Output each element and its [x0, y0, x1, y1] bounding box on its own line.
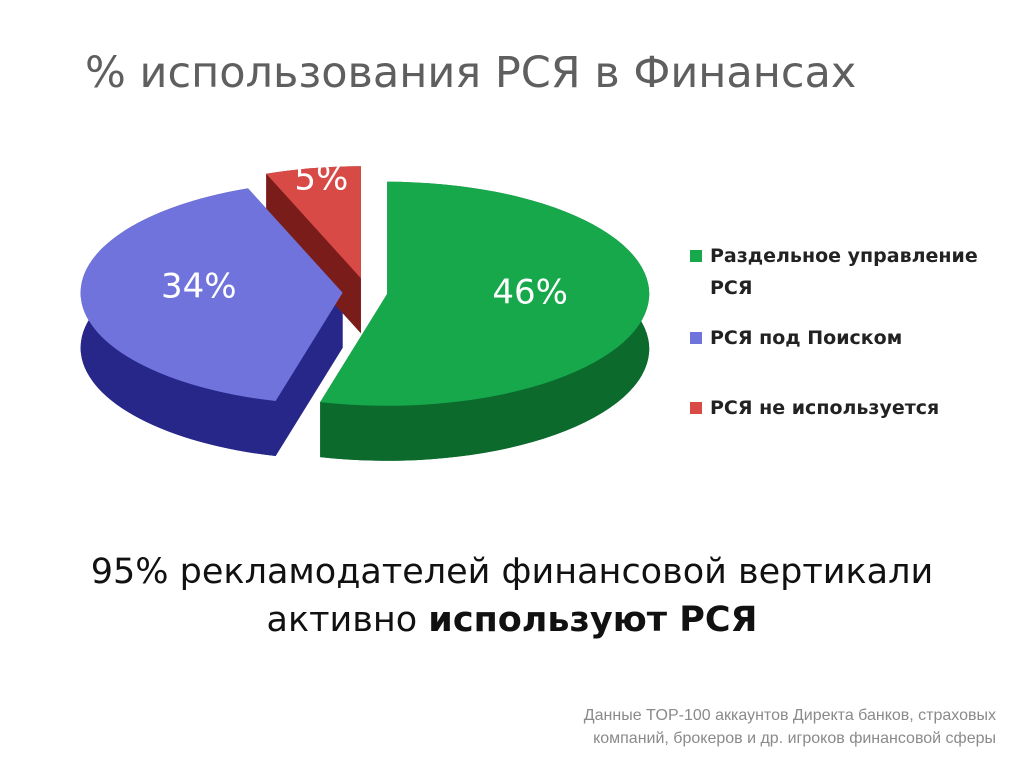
statement-text: активно: [266, 600, 418, 640]
legend-item: РСЯ под Поиском: [690, 322, 1010, 354]
legend-swatch: [690, 402, 702, 414]
source-line: Данные TOP-100 аккаунтов Директа банков,…: [583, 707, 996, 724]
slice: [320, 181, 650, 406]
legend-label: РСЯ под Поиском: [710, 327, 903, 349]
legend-label: РСЯ не используется: [710, 397, 940, 419]
legend-swatch: [690, 250, 702, 262]
legend-item: Раздельное управление РСЯ: [690, 240, 1010, 304]
legend-item: РСЯ не используется: [690, 392, 1010, 424]
data-label: 5%: [294, 158, 348, 198]
slice-wall: [275, 292, 343, 457]
chart-title: % использования РСЯ в Финансах: [85, 48, 857, 98]
data-label: 46%: [492, 272, 568, 312]
statement: 95% рекламодателей финансовой вертикали …: [0, 548, 1024, 644]
chart: 46% 34% 5%: [80, 158, 650, 461]
statement-line: 95% рекламодателей финансовой вертикали: [90, 552, 934, 592]
legend-label: Раздельное управление РСЯ: [710, 245, 978, 299]
legend-swatch: [690, 332, 702, 344]
statement-bold: используют РСЯ: [428, 600, 758, 640]
slice: [266, 166, 361, 279]
data-label: 34%: [161, 267, 237, 307]
slice: [80, 188, 343, 402]
pie-tops: [80, 166, 650, 406]
source-line: компаний, брокеров и др. игроков финансо…: [593, 730, 996, 747]
statement-line: активно используют РСЯ: [0, 596, 1024, 644]
source-note: Данные TOP-100 аккаунтов Директа банков,…: [584, 704, 996, 750]
